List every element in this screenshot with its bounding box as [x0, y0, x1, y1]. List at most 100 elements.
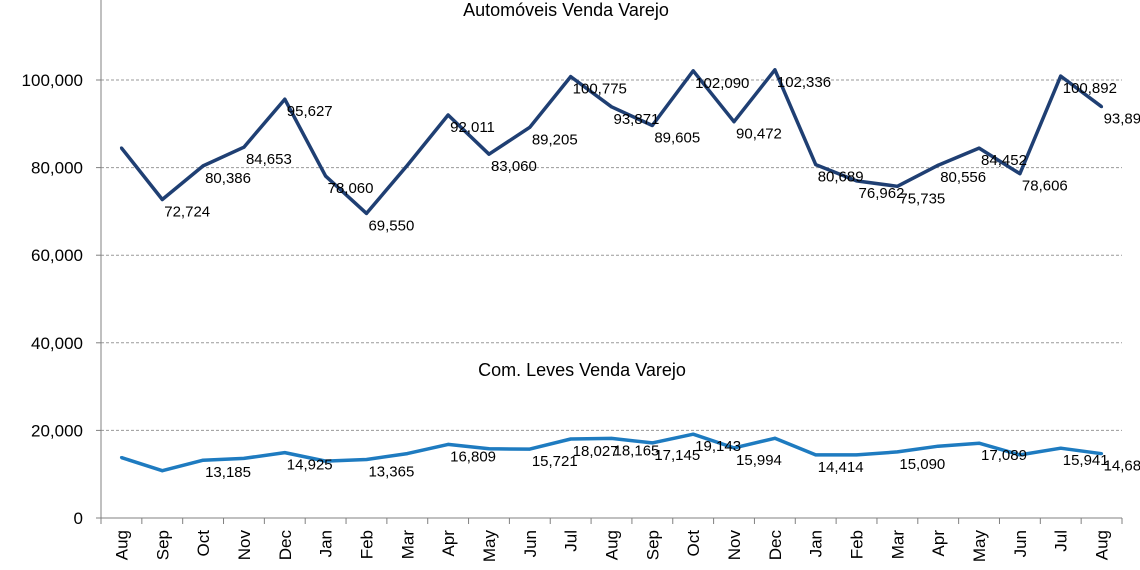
- data-point: [650, 124, 654, 128]
- y-tick-label: 80,000: [31, 159, 83, 178]
- series-lines: [119, 68, 1104, 473]
- data-label: 16,809: [450, 448, 496, 465]
- x-tick-label: May: [970, 530, 989, 563]
- data-point: [814, 453, 818, 457]
- data-label: 69,550: [368, 217, 414, 234]
- data-label: 80,386: [205, 170, 251, 187]
- x-tick-label: Apr: [929, 530, 948, 557]
- data-point: [1018, 172, 1022, 176]
- data-point: [528, 125, 532, 129]
- data-label: 80,689: [818, 169, 864, 186]
- x-tick-label: Dec: [276, 530, 295, 561]
- data-point: [569, 437, 573, 441]
- x-tick-label: Jun: [1011, 530, 1030, 557]
- data-point: [487, 447, 491, 451]
- x-tick-label: Aug: [112, 530, 131, 560]
- series-title-com-leves: Com. Leves Venda Varejo: [478, 360, 686, 380]
- series-title-automoveis: Automóveis Venda Varejo: [463, 0, 669, 20]
- data-label: 15,941: [1063, 452, 1109, 469]
- data-point: [773, 68, 777, 72]
- data-label: 17,145: [654, 447, 700, 464]
- data-point: [364, 211, 368, 215]
- grid-lines: [101, 79, 1122, 431]
- data-label: 95,627: [287, 103, 333, 120]
- data-label: 93,893: [1104, 111, 1140, 128]
- x-tick-label: Aug: [1093, 530, 1112, 560]
- data-point: [1018, 453, 1022, 457]
- data-label: 14,689: [1104, 458, 1140, 475]
- data-point: [242, 456, 246, 460]
- x-tick-label: Jan: [317, 530, 336, 557]
- data-label: 17,089: [981, 447, 1027, 464]
- data-point: [814, 163, 818, 167]
- data-label: 19,143: [695, 438, 741, 455]
- data-label: 72,724: [164, 203, 210, 220]
- data-point: [977, 441, 981, 445]
- data-point: [855, 453, 859, 457]
- x-tick-label: Feb: [848, 530, 867, 559]
- data-point: [610, 436, 613, 440]
- data-label: 84,653: [246, 151, 292, 168]
- data-label: 102,090: [695, 75, 749, 92]
- data-point: [160, 469, 164, 473]
- x-tick-label: Sep: [643, 530, 662, 560]
- data-point: [283, 451, 287, 455]
- x-tick-label: Nov: [235, 530, 254, 561]
- data-label: 90,472: [736, 126, 782, 143]
- x-tick-label: Sep: [153, 530, 172, 560]
- data-point: [650, 441, 654, 445]
- data-point: [936, 444, 940, 448]
- data-label: 15,721: [532, 453, 578, 470]
- data-label: 75,735: [899, 190, 945, 207]
- data-label: 89,605: [654, 130, 700, 147]
- x-tick-label: Mar: [398, 530, 417, 560]
- x-tick-label: Oct: [684, 530, 703, 557]
- data-point: [446, 442, 450, 446]
- data-point: [405, 163, 409, 167]
- data-label: 80,556: [940, 169, 986, 186]
- data-point: [119, 146, 123, 150]
- data-label: 18,165: [614, 442, 660, 459]
- data-point: [610, 105, 613, 109]
- x-tick-label: Jul: [562, 530, 581, 552]
- data-point: [569, 75, 573, 79]
- data-point: [1059, 446, 1063, 450]
- data-label: 92,011: [450, 119, 495, 136]
- data-point: [855, 179, 859, 183]
- x-tick-label: Jan: [807, 530, 826, 557]
- data-point: [324, 459, 328, 463]
- data-point: [732, 120, 736, 124]
- data-label: 13,365: [368, 463, 414, 480]
- data-point: [1100, 105, 1104, 109]
- data-label: 78,606: [1022, 178, 1068, 195]
- data-label: 93,871: [614, 111, 660, 128]
- data-point: [201, 164, 205, 168]
- x-tick-label: Dec: [766, 530, 785, 561]
- data-label: 14,925: [287, 457, 333, 474]
- data-label: 78,060: [328, 180, 374, 197]
- data-label: 100,892: [1063, 80, 1117, 97]
- data-point: [242, 145, 246, 149]
- data-point: [691, 432, 695, 436]
- data-label: 100,775: [573, 81, 627, 98]
- data-label: 76,962: [859, 185, 905, 202]
- data-point: [528, 447, 532, 451]
- data-label: 15,994: [736, 452, 782, 469]
- data-label: 18,027: [573, 443, 619, 460]
- data-point: [364, 457, 368, 461]
- x-tick-label: Nov: [725, 530, 744, 561]
- data-point: [119, 456, 123, 460]
- x-tick-label: Jul: [1052, 530, 1071, 552]
- x-tick-label: Feb: [357, 530, 376, 559]
- y-tick-label: 40,000: [31, 334, 83, 353]
- x-tick-label: Oct: [194, 530, 213, 557]
- data-point: [324, 174, 328, 178]
- data-label: 89,205: [532, 131, 578, 148]
- data-point: [283, 97, 287, 101]
- data-point: [160, 197, 164, 201]
- data-label: 15,090: [899, 456, 945, 473]
- data-point: [446, 113, 450, 117]
- data-point: [936, 163, 940, 167]
- x-tick-label: Jun: [521, 530, 540, 557]
